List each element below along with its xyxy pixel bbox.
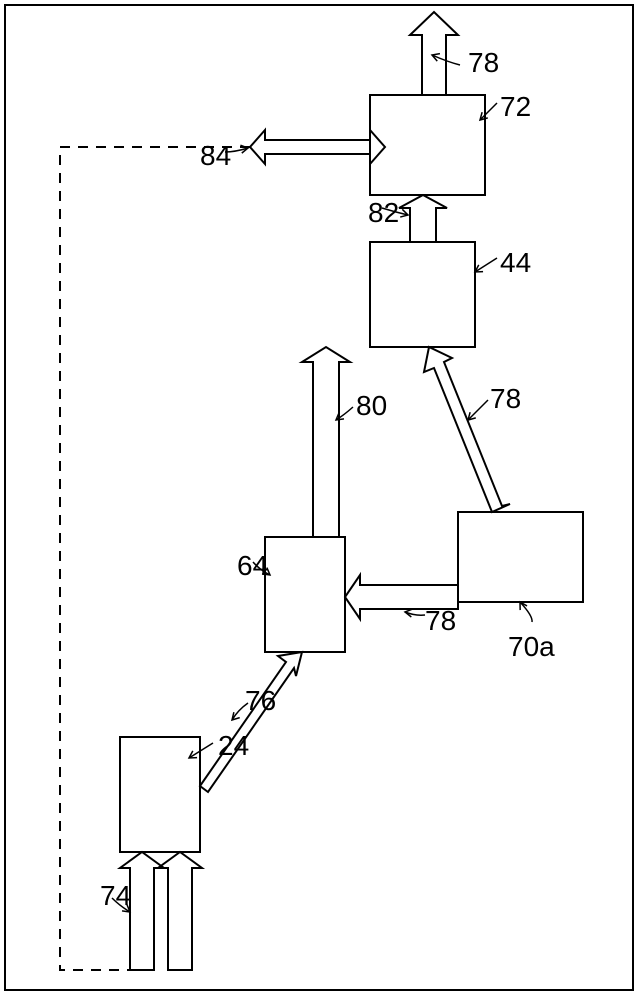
block-24 — [120, 737, 200, 852]
label-80: 80 — [356, 390, 387, 421]
label-72: 72 — [500, 91, 531, 122]
label-76: 76 — [245, 685, 276, 716]
label-44: 44 — [500, 247, 531, 278]
leader-72 — [480, 103, 497, 120]
dashed-return-path — [60, 147, 250, 970]
arrow-78-from-70a-to-44 — [424, 347, 510, 512]
label-24: 24 — [218, 730, 249, 761]
leader-78 — [468, 400, 488, 420]
block-64 — [265, 537, 345, 652]
label-78: 78 — [490, 383, 521, 414]
label-78: 78 — [468, 47, 499, 78]
arrow-78-out-top — [410, 12, 458, 95]
label-74: 74 — [100, 880, 131, 911]
arrow-74-right — [158, 852, 202, 970]
canvas-frame — [5, 5, 633, 990]
label-70a: 70a — [508, 631, 555, 662]
arrow-82 — [399, 195, 447, 242]
label-78: 78 — [425, 605, 456, 636]
label-84: 84 — [200, 140, 231, 171]
label-64: 64 — [237, 550, 268, 581]
label-82: 82 — [368, 197, 399, 228]
block-70a — [458, 512, 583, 602]
block-44 — [370, 242, 475, 347]
arrow-84-double — [250, 130, 385, 164]
block-72 — [370, 95, 485, 195]
arrow-76 — [200, 652, 302, 792]
arrow-80 — [302, 347, 350, 537]
